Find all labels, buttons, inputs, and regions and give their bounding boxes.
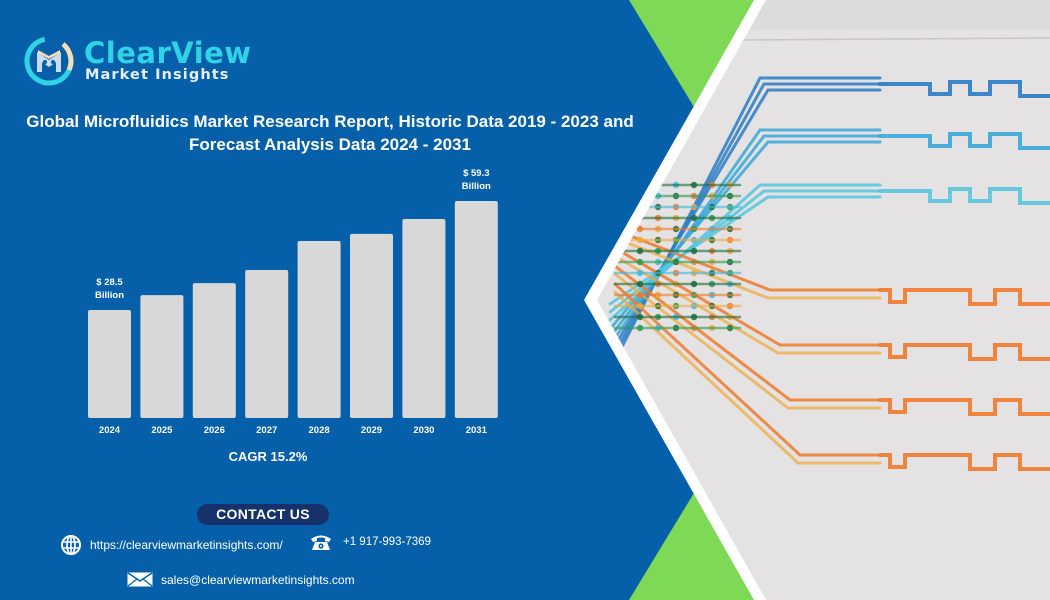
email-link[interactable]: sales@clearviewmarketinsights.com — [161, 572, 355, 587]
x-tick-label: 2029 — [361, 425, 382, 436]
market-bar-chart: 2024 $ 28.5 Billion 2025 2026 2027 2028 2029 203… — [88, 168, 498, 436]
data-label: Billion — [95, 290, 124, 301]
phone-number[interactable]: +1 917-993-7369 — [343, 536, 431, 548]
cagr-annotation: CAGR 15.2% — [228, 449, 308, 464]
globe-icon — [61, 535, 81, 555]
data-label: Billion — [462, 181, 491, 192]
data-label: $ 59.3 — [463, 168, 489, 179]
telephone-icon — [311, 535, 331, 550]
website-link[interactable]: https://clearviewmarketinsights.com/ — [90, 538, 283, 552]
website-row: https://clearviewmarketinsights.com/ — [60, 534, 283, 556]
brand-logo: ClearView Market Insights — [22, 34, 251, 86]
x-tick-label: 2028 — [309, 425, 330, 436]
x-tick-label: 2030 — [413, 425, 434, 436]
bar-2024 — [88, 310, 131, 418]
report-title-line-2: Forecast Analysis Data 2024 - 2031 — [189, 135, 471, 154]
bar-2026 — [192, 283, 236, 418]
bar-2025 — [140, 295, 184, 418]
phone-row: +1 917-993-7369 — [309, 533, 431, 551]
bar-2028 — [297, 240, 341, 418]
contact-us-button[interactable]: CONTACT US — [197, 504, 329, 525]
brand-name: ClearView — [84, 36, 252, 70]
green-triangle-bottom — [629, 493, 756, 600]
x-tick-label: 2031 — [466, 425, 488, 436]
green-triangle-top — [629, 0, 756, 107]
bar-2030 — [402, 219, 446, 418]
x-tick-label: 2024 — [99, 425, 121, 436]
x-tick-label: 2026 — [204, 425, 225, 436]
bar-2027 — [245, 270, 289, 418]
x-tick-label: 2027 — [256, 425, 277, 436]
bar-2031 — [454, 201, 498, 418]
brand-tagline: Market Insights — [85, 67, 230, 83]
data-label: $ 28.5 — [96, 277, 123, 288]
x-tick-label: 2025 — [151, 425, 173, 436]
envelope-icon — [127, 572, 153, 587]
report-title: Global Microfluidics Market Research Rep… — [0, 110, 660, 156]
email-row: sales@clearviewmarketinsights.com — [127, 572, 355, 587]
bar-2029 — [350, 233, 393, 418]
logo-mark-icon — [24, 36, 74, 86]
report-title-line-1: Global Microfluidics Market Research Rep… — [26, 112, 634, 131]
